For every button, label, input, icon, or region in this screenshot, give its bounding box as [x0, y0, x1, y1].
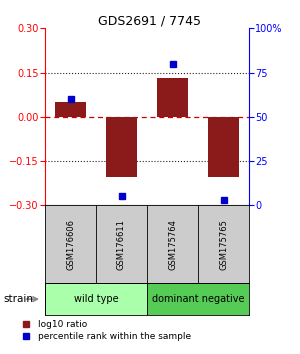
Bar	[106, 117, 137, 177]
Text: GDS2691 / 7745: GDS2691 / 7745	[98, 14, 202, 27]
Text: strain: strain	[3, 294, 33, 304]
Bar	[208, 117, 239, 177]
Text: GSM175764: GSM175764	[168, 219, 177, 270]
Text: wild type: wild type	[74, 294, 118, 304]
Text: GSM176611: GSM176611	[117, 219, 126, 270]
Bar	[147, 283, 249, 315]
Legend: log10 ratio, percentile rank within the sample: log10 ratio, percentile rank within the …	[15, 319, 193, 343]
Bar	[55, 102, 86, 117]
Bar	[157, 79, 188, 117]
Bar	[45, 283, 147, 315]
Text: GSM176606: GSM176606	[66, 219, 75, 270]
Text: GSM175765: GSM175765	[219, 219, 228, 270]
Text: dominant negative: dominant negative	[152, 294, 244, 304]
